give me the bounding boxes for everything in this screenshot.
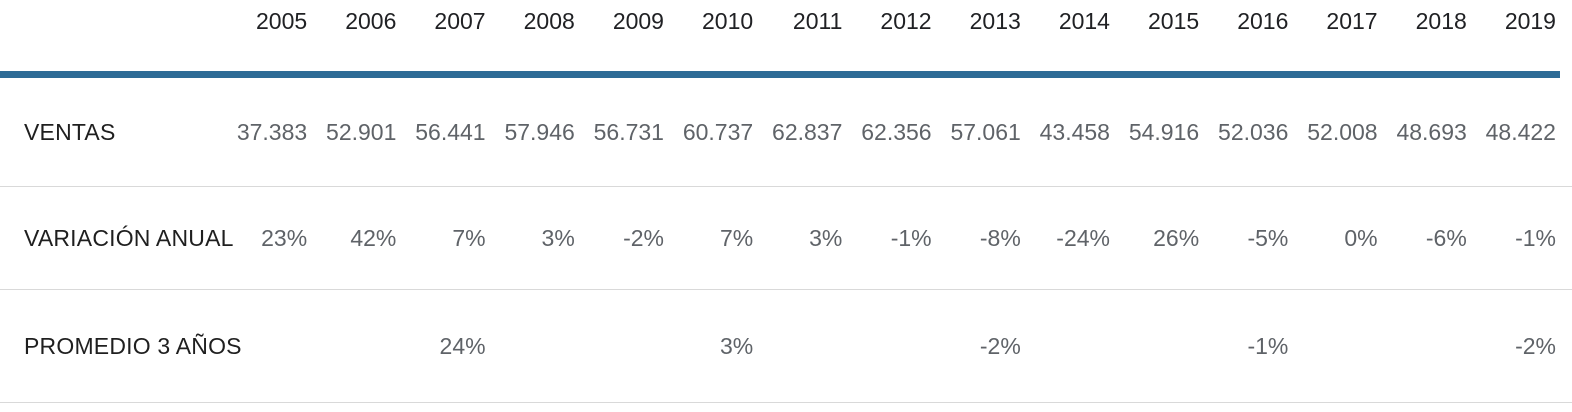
accent-divider xyxy=(0,71,1560,78)
value-cell: 52.901 xyxy=(326,119,397,145)
value-cell: 56.731 xyxy=(593,119,664,145)
value-cell: 26% xyxy=(1153,225,1200,251)
value-cell: 54.916 xyxy=(1128,119,1200,145)
year-header: 2018 xyxy=(1415,8,1467,34)
data-table: 2005 2006 2007 2008 2009 2010 2011 2012 2013 2014… xyxy=(0,0,1572,403)
value-cell: 3% xyxy=(809,225,843,251)
year-header: 2005 xyxy=(256,8,308,34)
value-cell: 37.383 xyxy=(236,119,308,145)
year-header: 2008 xyxy=(523,8,575,34)
year-header: 2006 xyxy=(345,8,397,34)
value-cell: 57.946 xyxy=(504,119,575,145)
value-cell: 3% xyxy=(719,333,754,359)
year-header: 2012 xyxy=(880,8,932,34)
table-body: VENTAS 37.383 52.901 56.441 57.946 56.731 60.7… xyxy=(0,78,1572,403)
value-cell: -1% xyxy=(1247,333,1289,359)
row-label: VARIACIÓN ANUAL xyxy=(24,225,234,251)
value-cell: 7% xyxy=(452,225,486,251)
year-header: 2015 xyxy=(1148,8,1200,34)
value-cell: 3% xyxy=(541,225,575,251)
value-cell: -2% xyxy=(1515,333,1556,359)
table-row: VENTAS 37.383 52.901 56.441 57.946 56.731 60.7… xyxy=(0,78,1572,187)
year-header: 2014 xyxy=(1058,8,1110,34)
row-label: VENTAS xyxy=(24,119,116,145)
value-cell: -5% xyxy=(1247,225,1289,251)
value-cell: 52.036 xyxy=(1218,119,1289,145)
value-cell: -8% xyxy=(979,225,1021,251)
value-cell: -2% xyxy=(979,333,1021,359)
year-header: 2019 xyxy=(1504,8,1556,34)
year-header: 2010 xyxy=(702,8,754,34)
year-header: 2011 xyxy=(792,8,843,34)
value-cell: 43.458 xyxy=(1039,119,1110,145)
value-cell: 0% xyxy=(1344,225,1378,251)
value-cell: -6% xyxy=(1425,225,1467,251)
value-cell: 24% xyxy=(439,333,486,359)
year-header-row: 2005 2006 2007 2008 2009 2010 2011 2012 2013 2014… xyxy=(0,0,1572,71)
row-label: PROMEDIO 3 AÑOS xyxy=(24,333,242,359)
year-header: 2016 xyxy=(1237,8,1289,34)
year-header: 2007 xyxy=(434,8,486,34)
value-cell: -2% xyxy=(623,225,664,251)
value-cell: 52.008 xyxy=(1307,119,1378,145)
value-cell: 57.061 xyxy=(950,119,1021,145)
value-cell: -1% xyxy=(1515,225,1556,251)
value-cell: 48.422 xyxy=(1485,119,1556,145)
year-header: 2009 xyxy=(612,8,664,34)
table-row: PROMEDIO 3 AÑOS 24% 3% -2% -1% -2% xyxy=(0,290,1572,403)
table-row: VARIACIÓN ANUAL 23% 42% 7% 3% -2% 7% 3% -1% -8% -2… xyxy=(0,187,1572,290)
value-cell: 42% xyxy=(350,225,397,251)
year-header: 2017 xyxy=(1326,8,1378,34)
value-cell: 7% xyxy=(719,225,754,251)
value-cell: -1% xyxy=(890,225,932,251)
value-cell: 56.441 xyxy=(415,119,486,145)
value-cell: 62.837 xyxy=(772,119,843,145)
value-cell: 48.693 xyxy=(1396,119,1467,145)
value-cell: 62.356 xyxy=(861,119,932,145)
year-header: 2013 xyxy=(969,8,1021,34)
value-cell: 23% xyxy=(261,225,308,251)
value-cell: 60.737 xyxy=(682,119,754,145)
value-cell: -24% xyxy=(1056,225,1110,251)
